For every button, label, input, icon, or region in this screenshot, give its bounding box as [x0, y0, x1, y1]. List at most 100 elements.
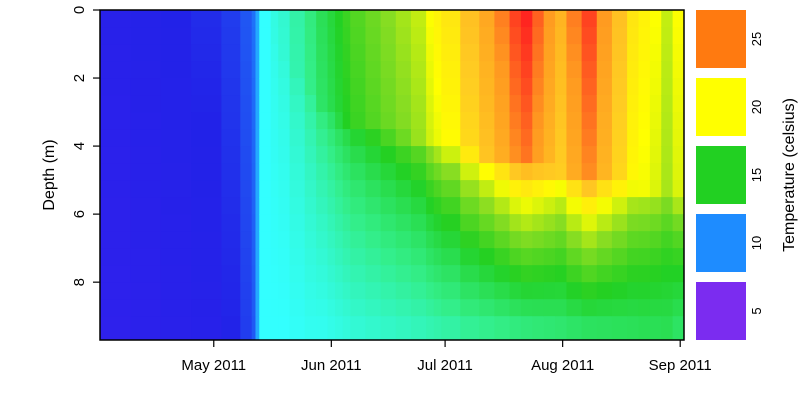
heatmap-cell [221, 61, 241, 79]
heatmap-cell [494, 163, 511, 181]
heatmap-cell [460, 197, 480, 215]
heatmap-cell [494, 129, 511, 147]
heatmap-cell [479, 129, 495, 147]
heatmap-cell [395, 180, 412, 198]
heatmap-cell [259, 316, 272, 340]
heatmap-cell [289, 282, 306, 300]
heatmap-cell [627, 265, 640, 283]
heatmap-cell [251, 265, 257, 283]
heatmap-cell [433, 10, 442, 28]
heatmap-cell [327, 27, 336, 45]
heatmap-cell [661, 146, 674, 164]
heatmap-cell [410, 95, 427, 113]
heatmap-cell [289, 10, 306, 28]
heatmap-cell [240, 197, 253, 215]
heatmap-cell [380, 180, 397, 198]
heatmap-cell [581, 214, 598, 232]
heatmap-cell [543, 248, 556, 266]
heatmap-cell [581, 231, 598, 249]
heatmap-cell [251, 282, 257, 300]
heatmap-cell [532, 27, 545, 45]
heatmap-cell [479, 10, 495, 28]
heatmap-cell [410, 78, 427, 96]
heatmap-cell [270, 163, 279, 181]
heatmap-cell [255, 282, 260, 300]
heatmap-cell [441, 146, 461, 164]
heatmap-cell [581, 95, 598, 113]
heatmap-cell [479, 265, 495, 283]
heatmap-cell [509, 282, 522, 300]
plot-frame [99, 9, 685, 341]
heatmap-cell [543, 265, 556, 283]
heatmap-cell [433, 61, 442, 79]
heatmap-cell [289, 146, 306, 164]
heatmap-cell [532, 180, 545, 198]
heatmap-cell [221, 180, 241, 198]
heatmap-cell [365, 265, 382, 283]
heatmap-cell [350, 27, 367, 45]
heatmap-cell [327, 44, 336, 62]
heatmap-cell [581, 129, 598, 147]
heatmap-cell [460, 129, 480, 147]
heatmap-cell [543, 146, 556, 164]
heatmap-cell [316, 112, 329, 130]
heatmap-cell [251, 129, 257, 147]
heatmap-cell [638, 27, 651, 45]
heatmap-cell [350, 265, 367, 283]
heatmap-cell [221, 282, 241, 300]
heatmap-cell [365, 78, 382, 96]
heatmap-cell [410, 282, 427, 300]
heatmap-cell [100, 316, 131, 340]
heatmap-cell [441, 248, 461, 266]
heatmap-cell [255, 231, 260, 249]
heatmap-cell [395, 129, 412, 147]
heatmap-cell [661, 163, 674, 181]
heatmap-cell [350, 248, 367, 266]
heatmap-cell [649, 146, 662, 164]
heatmap-cell [100, 214, 131, 232]
heatmap-cell [327, 10, 336, 28]
heatmap-cell [566, 180, 583, 198]
heatmap-cell [460, 78, 480, 96]
heatmap-cell [221, 95, 241, 113]
heatmap-cell [581, 44, 598, 62]
heatmap-cell [672, 10, 684, 28]
heatmap-cell [259, 61, 272, 79]
heatmap-cell [460, 27, 480, 45]
heatmap-cell [638, 180, 651, 198]
heatmap-cell [130, 282, 162, 300]
heatmap-cell [433, 231, 442, 249]
heatmap-cell [327, 214, 336, 232]
heatmap-cell [240, 61, 253, 79]
heatmap-cell [596, 78, 613, 96]
heatmap-cell [494, 61, 511, 79]
heatmap-cell [555, 265, 568, 283]
heatmap-cell [543, 214, 556, 232]
heatmap-cell [627, 316, 640, 340]
heatmap-cell [259, 146, 272, 164]
heatmap-cell [543, 299, 556, 317]
heatmap-cell [130, 163, 162, 181]
legend-color-swatch [696, 78, 746, 136]
heatmap-cell [365, 129, 382, 147]
heatmap-cell [426, 146, 435, 164]
heatmap-cell [259, 248, 272, 266]
heatmap-cell [426, 27, 435, 45]
heatmap-cell [479, 61, 495, 79]
heatmap-cell [251, 44, 257, 62]
heatmap-cell [611, 265, 628, 283]
heatmap-cell [100, 44, 131, 62]
heatmap-cell [191, 61, 222, 79]
heatmap-cell [289, 112, 306, 130]
heatmap-cell [160, 248, 192, 266]
heatmap-cell [627, 231, 640, 249]
heatmap-cell [410, 316, 427, 340]
heatmap-cell [555, 214, 568, 232]
heatmap-cell [433, 316, 442, 340]
heatmap-cell [479, 146, 495, 164]
legend-title: Temperature (celsius) [781, 98, 798, 252]
heatmap-cell [270, 197, 279, 215]
heatmap-cell [672, 78, 684, 96]
heatmap-cell [255, 197, 260, 215]
